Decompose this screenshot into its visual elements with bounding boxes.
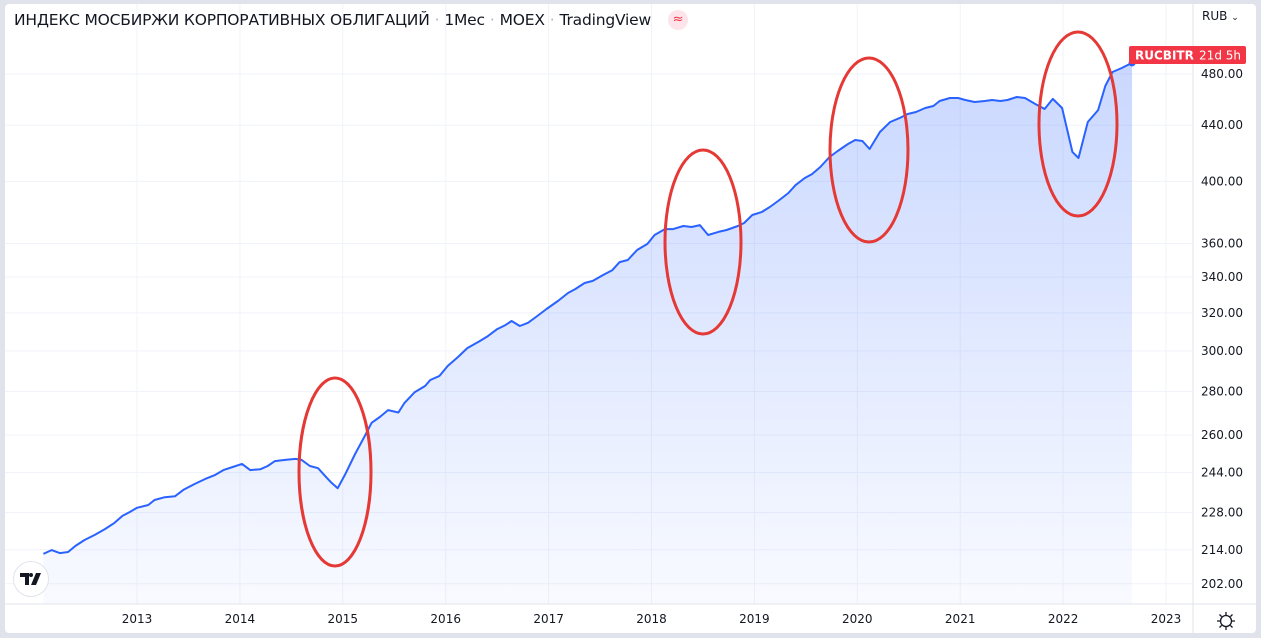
data-source: TradingView xyxy=(559,11,651,29)
tradingview-logo-icon[interactable] xyxy=(13,561,49,597)
y-tick-label: 360.00 xyxy=(1201,236,1243,250)
annotations xyxy=(297,30,1119,568)
x-tick-label: 2023 xyxy=(1151,612,1182,626)
y-tick-label: 480.00 xyxy=(1201,67,1243,81)
chevron-down-icon: ⌄ xyxy=(1231,13,1239,23)
y-tick-label: 280.00 xyxy=(1201,384,1243,398)
x-tick-label: 2015 xyxy=(328,612,359,626)
exchange: MOEX xyxy=(499,11,545,29)
series-line xyxy=(42,62,1133,555)
price-axis[interactable]: 480.00 440.00 400.00 360.00 340.00 320.00 300.… xyxy=(1201,67,1243,591)
chart-widget: 480.00 440.00 400.00 360.00 340.00 320.00 300.… xyxy=(5,4,1256,633)
time-axis[interactable]: 2013 2014 2015 2016 2017 2018 2019 2020 2021 2022… xyxy=(122,612,1182,626)
x-tick-label: 2018 xyxy=(636,612,667,626)
chart-canvas[interactable]: 480.00 440.00 400.00 360.00 340.00 320.00 300.… xyxy=(5,4,1256,633)
symbol-description: ИНДЕКС МОСБИРЖИ КОРПОРАТИВНЫХ ОБЛИГАЦИЙ xyxy=(14,11,430,29)
y-tick-label: 300.00 xyxy=(1201,344,1243,358)
x-tick-label: 2021 xyxy=(945,612,976,626)
y-tick-label: 202.00 xyxy=(1201,577,1243,591)
y-tick-label: 400.00 xyxy=(1201,174,1243,188)
annotation-ellipse-2022 xyxy=(1037,30,1119,218)
annotation-ellipse-2015 xyxy=(297,376,373,568)
y-tick-label: 260.00 xyxy=(1201,428,1243,442)
y-tick-label: 440.00 xyxy=(1201,118,1243,132)
x-tick-label: 2013 xyxy=(122,612,153,626)
x-tick-label: 2020 xyxy=(842,612,873,626)
y-tick-label: 244.00 xyxy=(1201,466,1243,480)
data-badge-icon[interactable]: ≈ xyxy=(667,10,688,30)
last-price-label: RUCBITR 21d 5h xyxy=(1129,46,1246,64)
x-tick-label: 2014 xyxy=(225,612,256,626)
chart-title: ИНДЕКС МОСБИРЖИ КОРПОРАТИВНЫХ ОБЛИГАЦИЙ … xyxy=(14,10,688,30)
y-tick-label: 320.00 xyxy=(1201,306,1243,320)
series-area-fill xyxy=(43,62,1132,604)
x-tick-label: 2016 xyxy=(430,612,461,626)
annotation-ellipse-2020 xyxy=(828,56,910,244)
y-tick-label: 228.00 xyxy=(1201,505,1243,519)
currency-selector[interactable]: RUB ⌄ xyxy=(1202,9,1239,23)
y-tick-label: 214.00 xyxy=(1201,543,1243,557)
x-tick-label: 2022 xyxy=(1048,612,1079,626)
gear-icon[interactable] xyxy=(1215,610,1237,632)
y-tick-label: 340.00 xyxy=(1201,270,1243,284)
annotation-ellipse-2018 xyxy=(663,148,743,336)
currency-label: RUB xyxy=(1202,9,1228,23)
x-tick-label: 2017 xyxy=(533,612,564,626)
separator: · xyxy=(549,11,555,29)
separator: · xyxy=(489,11,495,29)
bar-countdown: 21d 5h xyxy=(1199,49,1241,63)
x-tick-label: 2019 xyxy=(739,612,770,626)
interval[interactable]: 1Мес xyxy=(444,11,485,29)
separator: · xyxy=(434,11,440,29)
symbol-label: RUCBITR xyxy=(1135,49,1194,63)
